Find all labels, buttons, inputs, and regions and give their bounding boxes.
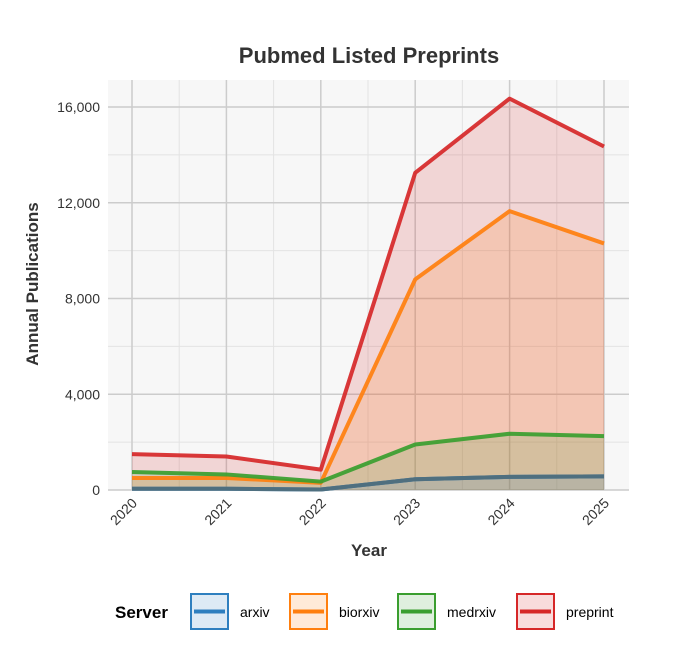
area-preprint: [132, 98, 604, 490]
y-axis-ticks: 0 4,000 8,000 12,000 16,000: [57, 99, 100, 498]
x-axis-ticks: 2020 2021 2022 2023 2024 2025: [107, 495, 612, 528]
series-lines: [131, 96, 605, 492]
line-preprint: [131, 96, 605, 472]
y-tick-label: 16,000: [57, 99, 100, 115]
chart-title: Pubmed Listed Preprints: [239, 43, 499, 68]
y-tick-label: 12,000: [57, 195, 100, 211]
line-medrxiv: [131, 431, 605, 484]
x-tick-label: 2024: [484, 495, 517, 528]
legend-item-biorxiv: biorxiv: [289, 593, 379, 630]
legend-item-preprint: preprint: [516, 593, 614, 630]
legend-item-medrxiv: medrxiv: [397, 593, 496, 630]
legend-label-arxiv: arxiv: [240, 604, 270, 620]
grid: [108, 80, 629, 491]
x-tick-label: 2025: [579, 495, 612, 528]
legend: Server arxiv biorxiv medrxiv preprint: [115, 593, 614, 630]
x-axis-title: Year: [351, 541, 387, 560]
legend-label-medrxiv: medrxiv: [447, 604, 496, 620]
area-arxiv: [132, 476, 604, 490]
x-tick-label: 2020: [107, 495, 140, 528]
y-tick-label: 8,000: [65, 291, 100, 307]
y-tick-label: 0: [92, 482, 100, 498]
line-arxiv-overlay: [132, 474, 605, 492]
legend-title: Server: [115, 603, 168, 622]
x-tick-label: 2021: [201, 495, 234, 528]
legend-label-biorxiv: biorxiv: [339, 604, 379, 620]
x-tick-label: 2022: [296, 495, 329, 528]
y-axis-title: Annual Publications: [23, 202, 42, 365]
x-tick-label: 2023: [390, 495, 423, 528]
legend-label-preprint: preprint: [566, 604, 614, 620]
line-biorxiv: [132, 209, 605, 485]
area-biorxiv: [132, 211, 604, 491]
legend-item-arxiv: arxiv: [190, 593, 270, 630]
y-tick-label: 4,000: [65, 386, 100, 402]
